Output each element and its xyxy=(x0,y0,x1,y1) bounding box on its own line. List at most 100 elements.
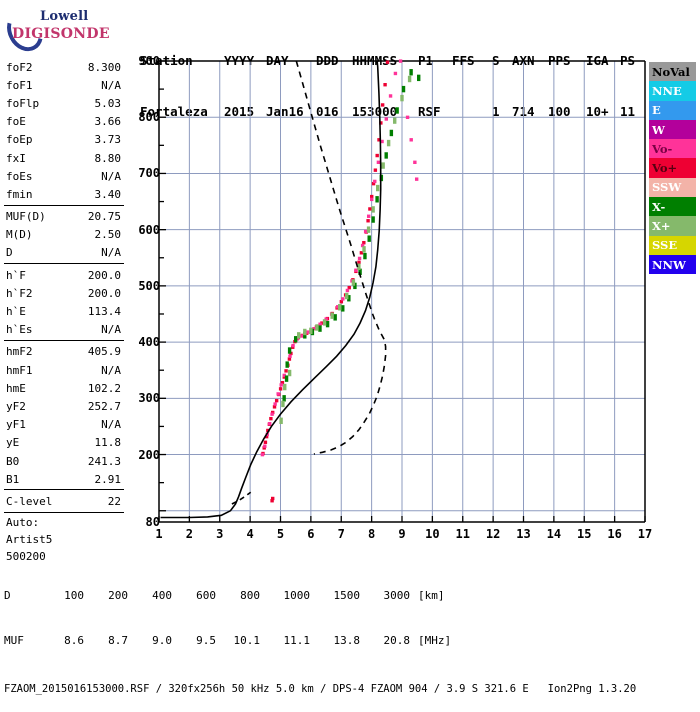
param-group-4: C-level 22 xyxy=(4,492,124,513)
param-value: 252.7 xyxy=(87,399,121,413)
footer-distance-row: D 100 200 400 600 800 1000 1500 3000 [km] xyxy=(4,588,636,603)
param-row-hme: hmE 102.2 xyxy=(4,379,124,397)
header-val-10: 10+ xyxy=(586,104,609,119)
param-value: 11.8 xyxy=(94,436,122,450)
footer-distance-value-2: 400 xyxy=(152,589,172,602)
x-tick-10: 10 xyxy=(425,527,440,541)
param-key: foF1 xyxy=(6,78,33,92)
param-value: N/A xyxy=(101,78,121,92)
param-value: N/A xyxy=(101,169,121,183)
legend-item-ssw[interactable]: SSW xyxy=(649,177,696,198)
param-row-foe: foE 3.66 xyxy=(4,113,124,131)
footer-info: D 100 200 400 600 800 1000 1500 3000 [km] MUF 8.6 8… xyxy=(4,558,636,712)
legend-item-nne[interactable]: NNE xyxy=(649,81,696,101)
footer-muf-value-6: 13.8 xyxy=(333,634,361,647)
param-value: 102.2 xyxy=(87,381,121,395)
param-row-foep: foEp 3.73 xyxy=(4,131,124,149)
legend-item-x-[interactable]: X+ xyxy=(649,216,696,236)
header-val-1: 2015 xyxy=(224,104,255,119)
auto-line: Artist5 xyxy=(6,532,53,546)
legend-item-vo-[interactable]: Vo+ xyxy=(649,158,696,178)
footer-distance-label: D xyxy=(4,589,11,602)
param-key: hmE xyxy=(6,381,26,395)
legend-item-vo-[interactable]: Vo- xyxy=(649,139,696,159)
param-group-1: MUF(D) 20.75 M(D) 2.50 D N/A xyxy=(4,208,124,265)
station-header-columns: Station YYYY DAY DDD HHMMSS P1 FFS S AXN PPS IGA PS xyxy=(140,52,644,69)
param-key: B0 xyxy=(6,454,20,468)
header-col-p1: P1 xyxy=(418,53,434,68)
param-key: h`Es xyxy=(6,323,33,337)
param-value: 113.4 xyxy=(87,305,121,319)
header-col-hhmmss: HHMMSS xyxy=(352,53,398,68)
param-key: yE xyxy=(6,436,20,450)
header-col-ffs: FFS xyxy=(452,53,475,68)
auto-scaler-info: Auto: Artist5 500200 xyxy=(4,515,124,568)
header-val-4: 153000 xyxy=(352,104,398,119)
station-header-values: Fortaleza 2015 Jan16 016 153000 RSF 1 714 100 10+… xyxy=(140,103,644,120)
ionogram-parameters-panel: foF2 8.300 foF1 N/A foFlp 5.03 foE 3.66 foEp 3.73… xyxy=(4,58,124,568)
x-tick-15: 15 xyxy=(577,527,592,541)
param-value: N/A xyxy=(101,246,121,260)
param-row-foflp: foFlp 5.03 xyxy=(4,94,124,112)
param-row-b1: B1 2.91 xyxy=(4,470,124,488)
param-row-muf-d-: MUF(D) 20.75 xyxy=(4,208,124,226)
footer-muf-value-4: 10.1 xyxy=(233,634,261,647)
y-tick-800: 800 xyxy=(138,110,160,125)
param-value: 200.0 xyxy=(87,286,121,300)
param-key: fmin xyxy=(6,187,33,201)
legend-item-noval[interactable]: NoVal xyxy=(649,62,696,82)
legend-item-e[interactable]: E xyxy=(649,100,696,120)
legend-item-x-[interactable]: X- xyxy=(649,197,696,217)
param-row-fxi: fxI 8.80 xyxy=(4,149,124,167)
footer-distance-value-7: 3000 xyxy=(383,589,411,602)
y-tick-80: 80 xyxy=(145,515,160,529)
param-row-h-es: h`Es N/A xyxy=(4,321,124,339)
param-key: yF1 xyxy=(6,418,26,432)
y-tick-600: 600 xyxy=(138,222,160,237)
footer-distance-value-5: 1000 xyxy=(283,589,311,602)
x-tick-9: 9 xyxy=(398,527,406,541)
footer-muf-label: MUF xyxy=(4,634,24,647)
header-val-6 xyxy=(452,103,492,120)
param-row-fof1: foF1 N/A xyxy=(4,76,124,94)
y-tick-300: 300 xyxy=(138,391,160,406)
footer-muf-value-1: 8.7 xyxy=(108,634,128,647)
legend-item-sse[interactable]: SSE xyxy=(649,235,696,255)
header-val-8: 714 xyxy=(512,104,535,119)
param-row-b0: B0 241.3 xyxy=(4,452,124,470)
station-header-table: Station YYYY DAY DDD HHMMSS P1 FFS S AXN PPS IGA PS… xyxy=(140,18,644,137)
x-tick-5: 5 xyxy=(276,527,285,541)
x-axis-tick-labels: 1 2 3 4 5 6 7 8 9 10 11 12 13 14 15 16 17 xyxy=(140,527,670,547)
param-row-h-f2: h`F2 200.0 xyxy=(4,284,124,302)
header-val-9: 100 xyxy=(548,104,571,119)
param-value: N/A xyxy=(101,323,121,337)
param-value: 2.91 xyxy=(94,472,122,486)
footer-distance-unit: [km] xyxy=(418,589,445,602)
param-row-ye: yE 11.8 xyxy=(4,434,124,452)
param-key: B1 xyxy=(6,472,20,486)
x-tick-14: 14 xyxy=(546,527,562,541)
footer-distance-value-1: 200 xyxy=(108,589,128,602)
param-value: 20.75 xyxy=(87,210,121,224)
footer-muf-value-2: 9.0 xyxy=(152,634,172,647)
param-value: 8.300 xyxy=(87,60,121,74)
param-value: 5.03 xyxy=(94,96,122,110)
param-group-3: hmF2 405.9 hmF1 N/A hmE 102.2 yF2 252.7 yF1 N/A yE… xyxy=(4,343,124,491)
legend-item-w[interactable]: W xyxy=(649,119,696,140)
legend-item-nnw[interactable]: NNW xyxy=(649,254,696,275)
header-val-5: RSF xyxy=(418,104,441,119)
param-key: foEs xyxy=(6,169,33,183)
param-key: hmF2 xyxy=(6,345,33,359)
param-value: 3.73 xyxy=(94,133,122,147)
param-group-0: foF2 8.300 foF1 N/A foFlp 5.03 foE 3.66 foEp 3.73… xyxy=(4,58,124,206)
lowell-digisonde-logo: Lowell DIGISONDE xyxy=(0,4,126,58)
footer-muf-row: MUF 8.6 8.7 9.0 9.5 10.1 11.1 13.8 20.8 [MHz] xyxy=(4,633,636,648)
param-value: 405.9 xyxy=(87,345,121,359)
param-row-c-level: C-level 22 xyxy=(4,492,124,510)
param-key: h`E xyxy=(6,305,26,319)
header-col-yyyy: YYYY xyxy=(224,53,255,68)
x-tick-11: 11 xyxy=(455,527,470,541)
param-key: D xyxy=(6,246,13,260)
param-value: 8.80 xyxy=(94,151,122,165)
param-row-fof2: foF2 8.300 xyxy=(4,58,124,76)
